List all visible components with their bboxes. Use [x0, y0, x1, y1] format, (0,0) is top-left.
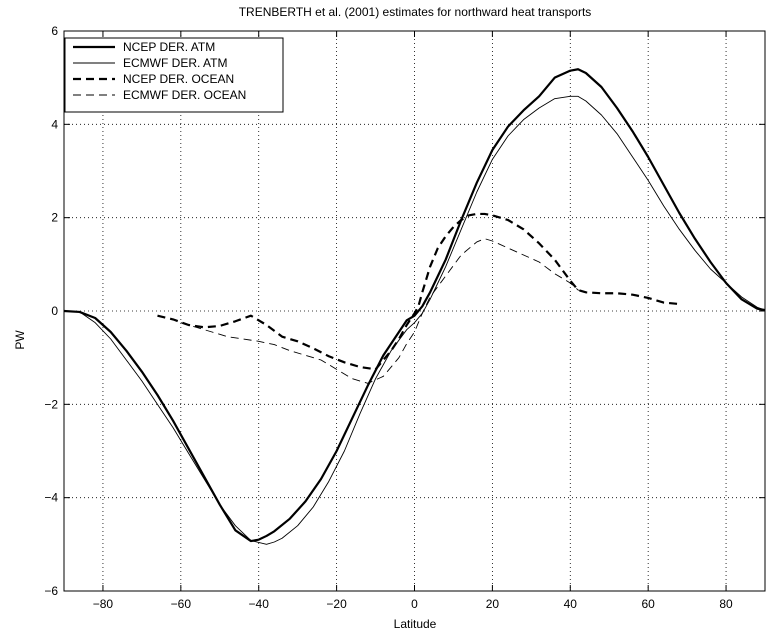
x-tick-label: 20 — [486, 597, 500, 611]
x-tick-label: 80 — [719, 597, 733, 611]
legend-label: NCEP DER. ATM — [123, 40, 215, 54]
y-tick-label: −4 — [44, 491, 58, 505]
legend: NCEP DER. ATM ECMWF DER. ATM NCEP DER. OCE… — [65, 38, 283, 112]
series-line-1 — [64, 69, 765, 541]
y-tick-label: 0 — [51, 304, 58, 318]
x-tick-label: 40 — [564, 597, 578, 611]
x-tick-label: −60 — [171, 597, 192, 611]
x-tick-label: −40 — [249, 597, 270, 611]
y-tick-label: 6 — [51, 24, 58, 38]
x-tick-label: 60 — [641, 597, 655, 611]
legend-label: NCEP DER. OCEAN — [123, 72, 234, 86]
series-lines — [64, 69, 765, 544]
x-axis-label: Latitude — [394, 617, 437, 631]
x-tick-label: 0 — [411, 597, 418, 611]
legend-label: ECMWF DER. ATM — [123, 56, 227, 70]
y-axis-label: PW — [13, 330, 27, 350]
y-tick-label: −2 — [44, 397, 58, 411]
y-tick-label: 2 — [51, 211, 58, 225]
y-tick-label: 4 — [51, 117, 58, 131]
x-tick-label: −80 — [93, 597, 114, 611]
chart-title: TRENBERTH et al. (2001) estimates for no… — [239, 5, 592, 19]
x-tick-label: −20 — [326, 597, 347, 611]
series-line-3 — [157, 214, 679, 369]
series-line-4 — [181, 239, 586, 384]
y-tick-label: −6 — [44, 584, 58, 598]
grid — [64, 31, 765, 591]
legend-label: ECMWF DER. OCEAN — [123, 88, 246, 102]
